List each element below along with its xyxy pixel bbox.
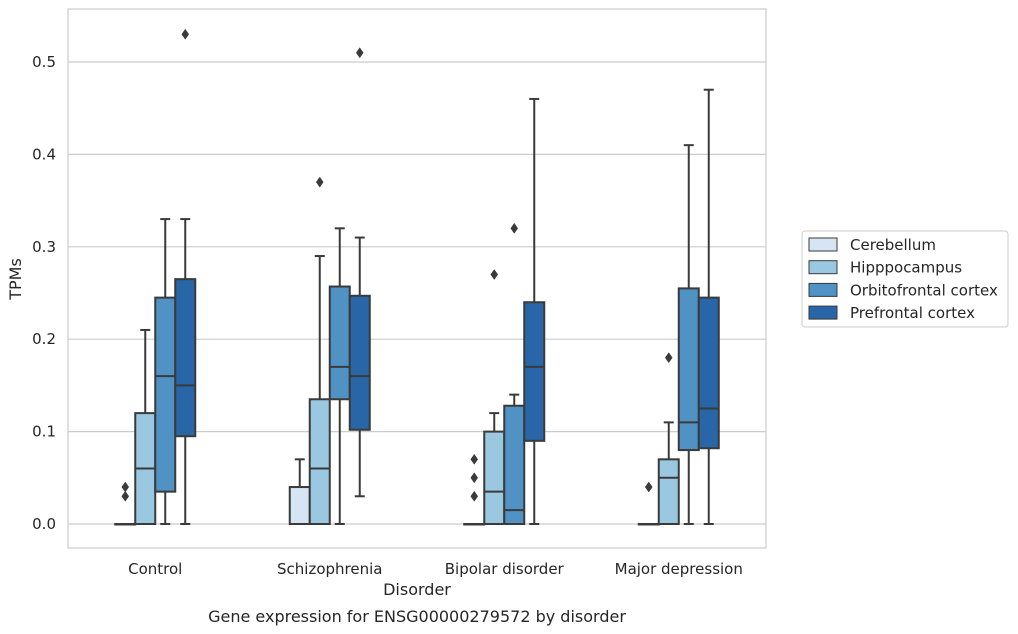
box-body [174, 278, 197, 438]
box-3-0 [174, 28, 197, 525]
y-tick-label: 0.5 [32, 53, 56, 71]
legend-label: Cerebellum [850, 236, 936, 254]
outlier-point [510, 222, 519, 234]
y-tick-label: 0.0 [32, 515, 56, 533]
box-body [657, 458, 680, 526]
box-1-3 [657, 352, 680, 526]
box-1-2 [483, 269, 506, 526]
box-2-2 [503, 222, 526, 525]
x-axis-ticks: Control Schizophrenia Bipolar disorder Majo… [128, 560, 743, 578]
legend-label: Orbitofrontal cortex [850, 281, 998, 299]
box-body [677, 287, 700, 452]
boxes [114, 28, 720, 526]
box-body [483, 430, 506, 526]
outlier-point [470, 490, 479, 502]
outlier-point [355, 47, 364, 59]
plot-area-frame [67, 8, 767, 549]
box-0-0 [114, 481, 137, 526]
outlier-point [315, 176, 324, 188]
y-tick-label: 0.2 [32, 330, 56, 348]
box-0-3 [637, 481, 660, 526]
outlier-point [470, 453, 479, 465]
box-2-3 [677, 144, 700, 525]
box-body [523, 301, 546, 442]
legend-swatch [808, 260, 838, 275]
box-body [503, 404, 526, 525]
legend-frame [801, 230, 1009, 328]
outlier-point [644, 481, 653, 493]
x-tick-label: Bipolar disorder [445, 560, 565, 578]
outlier-point [181, 28, 190, 40]
x-tick-label: Schizophrenia [277, 560, 382, 578]
outlier-point [121, 490, 130, 502]
legend: Cerebellum Hipppocampus Orbitofrontal cort… [801, 230, 1009, 328]
box-body [308, 398, 331, 526]
outlier-point [490, 269, 499, 280]
y-axis-label: TPMs [6, 258, 25, 301]
chart-caption: Gene expression for ENSG00000279572 by d… [208, 607, 626, 626]
legend-items: Cerebellum Hipppocampus Orbitofrontal cort… [808, 236, 998, 322]
y-tick-label: 0.3 [32, 238, 56, 256]
box-3-3 [697, 88, 720, 525]
x-tick-label: Major depression [615, 560, 743, 578]
box-body [348, 294, 371, 431]
box-body [328, 285, 351, 401]
y-tick-label: 0.1 [32, 423, 56, 441]
box-2-0 [154, 218, 177, 525]
box-body [154, 296, 177, 493]
y-axis-ticks: 0.0 0.1 0.2 0.3 0.4 0.5 [32, 53, 56, 533]
outlier-point [470, 472, 479, 484]
legend-label: Prefrontal cortex [850, 304, 975, 322]
legend-label: Hipppocampus [850, 259, 962, 277]
legend-swatch [808, 282, 838, 297]
box-0-2 [463, 453, 486, 526]
outlier-point [121, 481, 130, 493]
legend-swatch [808, 237, 838, 252]
box-2-1 [328, 227, 351, 525]
box-0-1 [288, 458, 311, 526]
outlier-point [664, 352, 673, 364]
y-tick-label: 0.4 [32, 145, 56, 163]
legend-swatch [808, 305, 838, 320]
box-1-1 [308, 176, 331, 526]
box-3-1 [348, 47, 371, 498]
box-3-2 [523, 97, 546, 525]
x-tick-label: Control [128, 560, 182, 578]
box-body [288, 486, 311, 526]
box-1-0 [134, 328, 157, 525]
box-body [697, 296, 720, 450]
x-axis-label: Disorder [383, 580, 451, 599]
